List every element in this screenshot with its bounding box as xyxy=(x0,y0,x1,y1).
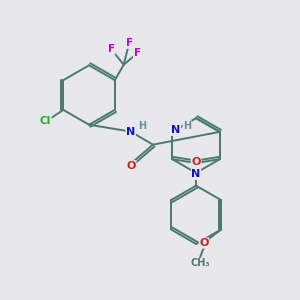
Text: O: O xyxy=(127,161,136,171)
Text: CH₃: CH₃ xyxy=(190,258,210,268)
Text: N: N xyxy=(171,125,181,135)
Text: H: H xyxy=(138,121,146,131)
Text: O: O xyxy=(191,157,201,167)
Text: O: O xyxy=(191,157,201,167)
Text: Cl: Cl xyxy=(40,116,51,126)
Text: H: H xyxy=(183,121,191,131)
Text: N: N xyxy=(191,169,201,179)
Text: F: F xyxy=(125,38,133,48)
Text: O: O xyxy=(200,238,209,248)
Text: N: N xyxy=(126,127,135,136)
Text: F: F xyxy=(134,48,141,59)
Text: F: F xyxy=(108,44,115,54)
